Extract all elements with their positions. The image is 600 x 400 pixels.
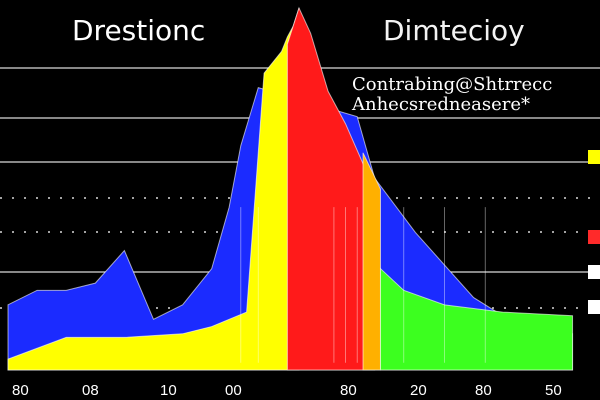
edge-accents [588,150,600,314]
vertical-rules [240,207,486,363]
edge-accent [588,230,600,244]
annotation-line-2: Anhecsredneasere* [351,94,530,115]
x-tick-label: 20 [410,382,427,399]
edge-accent [588,300,600,314]
series-area-red [286,6,376,371]
x-tick-label: 10 [160,382,177,399]
x-tick-label: 80 [475,382,492,399]
x-tick-label: 08 [82,382,99,399]
area-series-group [7,6,574,371]
series-area-orange [362,152,381,371]
x-tick-label: 00 [225,382,242,399]
edge-accent [588,265,600,279]
chart-title-left: Drestionc [72,14,205,47]
x-tick-label: 80 [12,382,29,399]
x-tick-label: 50 [545,382,562,399]
series-area-green [379,267,574,371]
edge-accent [588,150,600,164]
chart-title-right: Dimtecioy [383,14,525,47]
x-tick-labels: 80 08 10 00 80 20 80 50 [12,382,562,399]
x-tick-label: 80 [340,382,357,399]
annotation-line-1: Contrabing@Shtrrecc [352,74,552,95]
